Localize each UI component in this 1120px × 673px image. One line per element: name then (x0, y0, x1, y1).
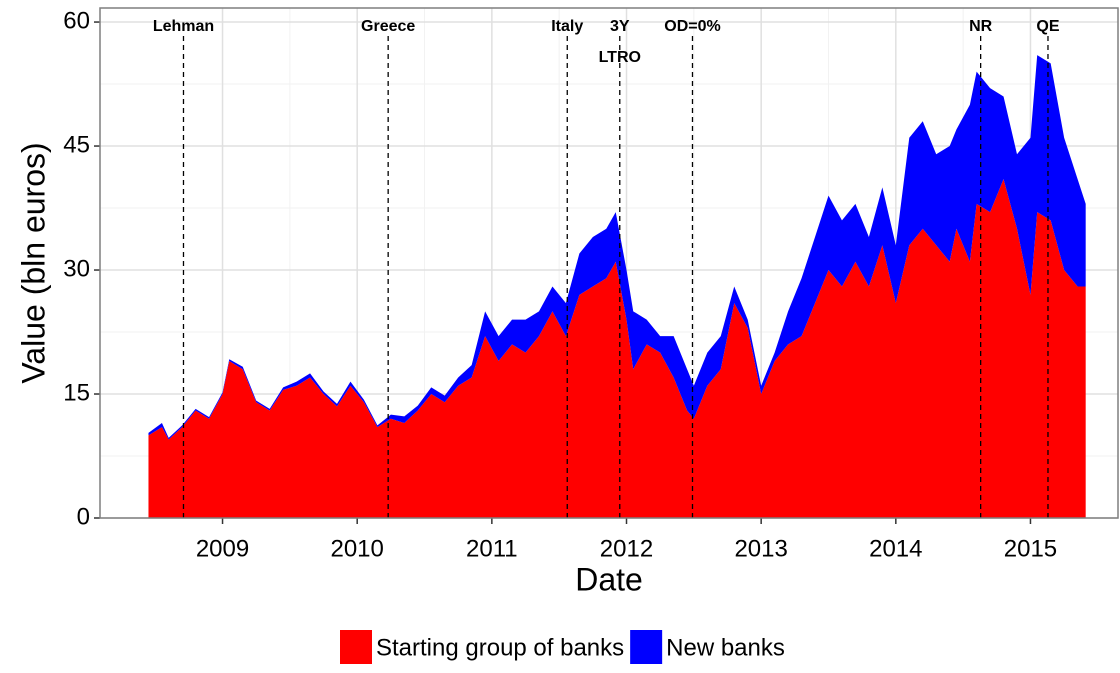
event-label: Lehman (153, 18, 214, 35)
y-tick-label: 15 (63, 379, 90, 406)
event-label: OD=0% (664, 18, 720, 35)
area (148, 179, 1086, 518)
x-axis-title: Date (575, 561, 643, 597)
event-label: NR (969, 18, 993, 35)
x-tick-label: 2011 (466, 535, 518, 562)
y-tick-label: 45 (63, 131, 90, 158)
y-tick-label: 60 (63, 7, 90, 34)
event-label: Greece (361, 18, 415, 35)
x-tick-label: 2013 (734, 535, 787, 562)
x-tick-label: 2012 (600, 535, 653, 562)
x-tick-label: 2014 (869, 535, 922, 562)
legend-swatch (630, 630, 663, 664)
y-tick-label: 30 (63, 255, 90, 282)
event-label: Italy (551, 18, 583, 35)
y-tick-label: 0 (77, 503, 90, 530)
event-label: QE (1036, 18, 1059, 35)
x-tick-label: 2009 (196, 535, 249, 562)
legend-label: New banks (666, 634, 785, 661)
y-axis-title: Value (bln euros) (15, 142, 51, 383)
legend-swatch (340, 630, 372, 664)
x-tick-label: 2010 (330, 535, 383, 562)
panel-border (99, 7, 1119, 519)
x-tick-label: 2015 (1004, 535, 1057, 562)
area (148, 55, 1086, 440)
legend-label: Starting group of banks (376, 634, 624, 661)
event-label: 3Y (610, 18, 630, 35)
event-sublabel: LTRO (599, 49, 641, 66)
